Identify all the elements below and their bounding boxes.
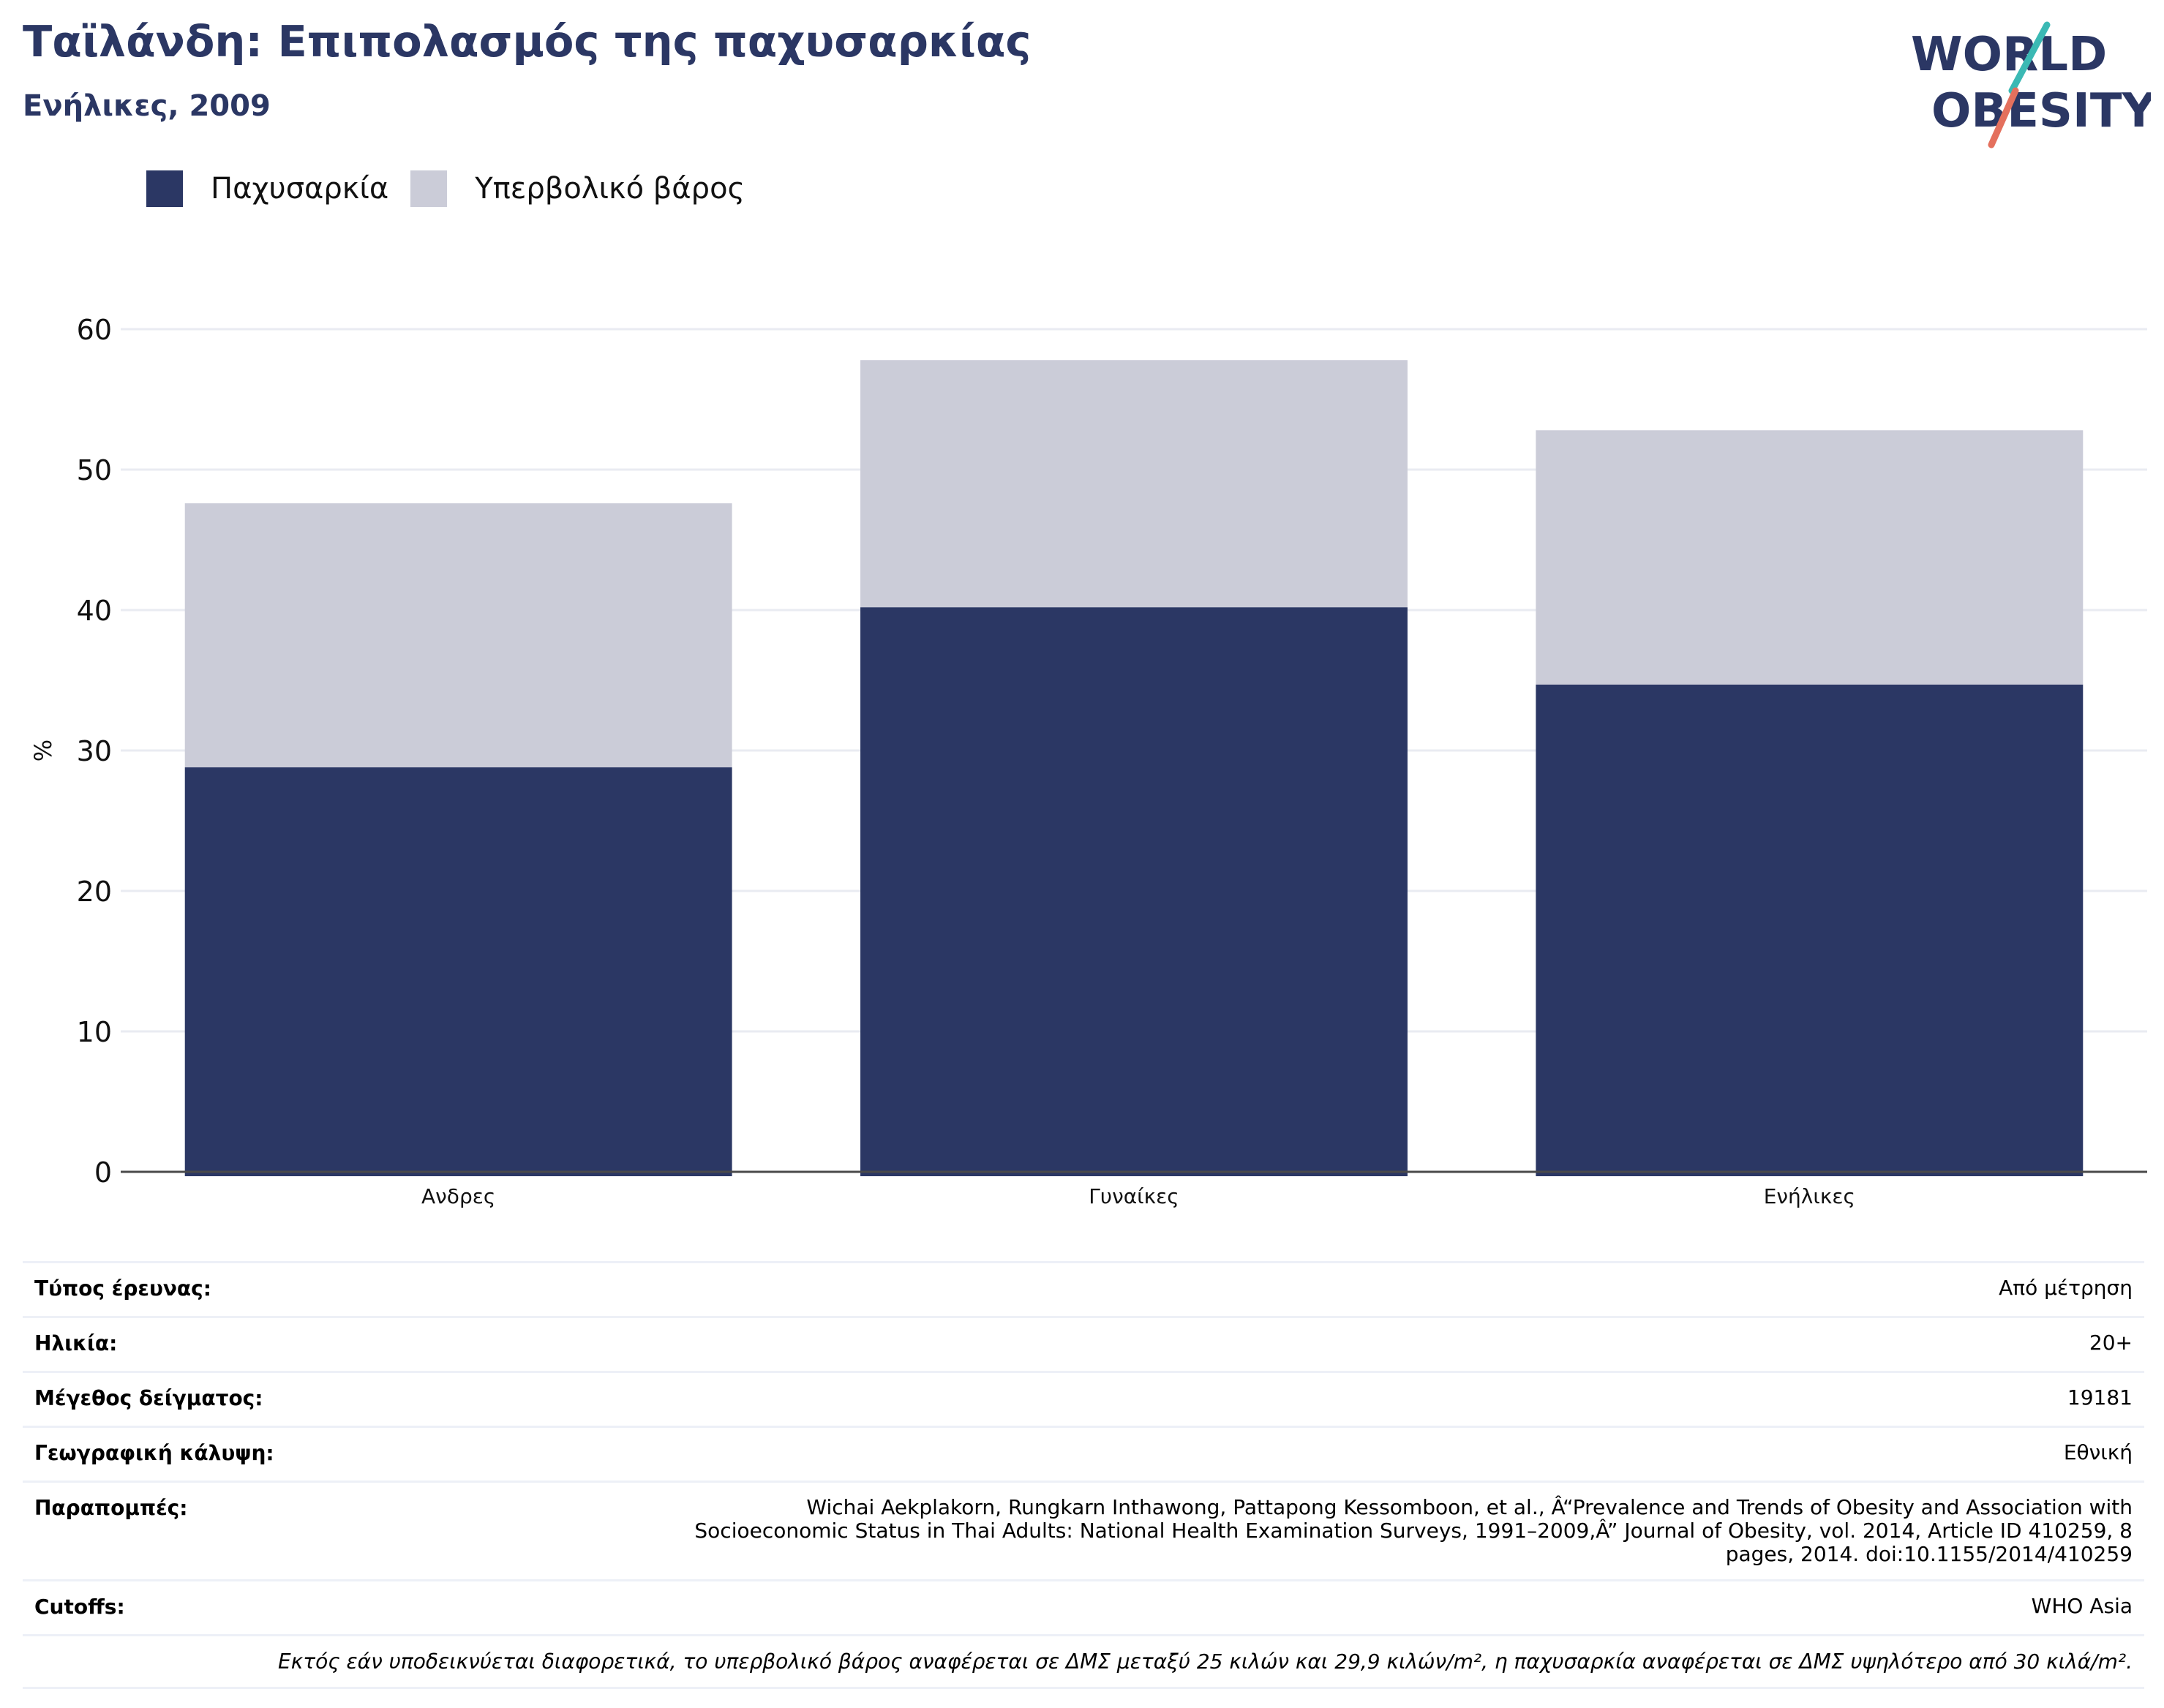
info-label: Ηλικία: [23,1316,347,1373]
footnote: Εκτός εάν υποδεικνύεται διαφορετικά, το … [23,1634,2144,1689]
reference-line: Wichai Aekplakorn, Rungkarn Inthawong, P… [806,1495,2133,1519]
legend-swatch-obesity [146,170,183,207]
info-row: Παραπομπές: Wichai Aekplakorn, Rungkarn I… [23,1481,2144,1581]
bar-overweight-2 [860,360,1408,608]
y-tick-label-10: 10 [77,1016,112,1048]
legend-item-obesity: Παχυσαρκία [146,170,388,207]
info-label: Cutoffs: [23,1579,347,1636]
legend-label-obesity: Παχυσαρκία [211,172,389,206]
x-tick-label-2: Γυναίκες [1089,1184,1179,1208]
legend-swatch-overweight [410,170,448,207]
legend-item-overweight: Υπερβολικό βάρος [410,170,745,207]
info-label: Γεωγραφική κάλυψη: [23,1426,347,1483]
logo-slash-bottom [1988,87,2019,148]
bar-obesity-1 [184,767,732,1176]
chart-legend: Παχυσαρκία Υπερβολικό βάρος [146,168,767,209]
bar-obesity-3 [1536,684,2084,1176]
bar-overweight-3 [1536,430,2084,685]
chart-title: Ταϊλάνδη: Επιπολασμός της παχυσαρκίας [23,16,1032,67]
world-obesity-logo: WORLD OBESITY [1911,21,2151,148]
x-tick-label-1: Ανδρες [421,1184,495,1208]
info-row: Γεωγραφική κάλυψη: Εθνική [23,1426,2144,1483]
info-value: 20+ [346,1316,2144,1373]
y-tick-label-60: 60 [77,314,112,346]
info-value: 19181 [346,1371,2144,1428]
legend-label-overweight: Υπερβολικό βάρος [475,172,745,206]
info-value: WHO Asia [346,1579,2144,1636]
y-tick-label-40: 40 [77,595,112,627]
logo-word-obesity: OBESITY [1931,84,2151,138]
y-axis-label: % [29,740,57,761]
y-tick-label-30: 30 [77,735,112,767]
logo-slash-top [2008,21,2051,94]
info-table: Τύπος έρευνας: Από μέτρηση Ηλικία: 20+ Μέγεθ… [23,1261,2144,1689]
info-label: Τύπος έρευνας: [23,1261,347,1318]
y-tick-label-0: 0 [94,1156,112,1189]
chart-subtitle: Ενήλικες, 2009 [23,89,271,123]
y-tick-label-20: 20 [77,876,112,908]
info-row: Ηλικία: 20+ [23,1316,2144,1373]
stacked-bar-chart: 0 10 20 30 40 50 60% Ανδρες Γυναίκες Ενήλικες [29,314,2147,1208]
info-value: Wichai Aekplakorn, Rungkarn Inthawong, P… [346,1481,2144,1581]
reference-line: pages, 2014. doi:10.1155/2014/410259 [1725,1542,2133,1566]
info-label: Μέγεθος δείγματος: [23,1371,347,1428]
info-value: Από μέτρηση [346,1261,2144,1318]
footnote-row: Εκτός εάν υποδεικνύεται διαφορετικά, το … [23,1634,2144,1689]
bar-overweight-1 [184,503,732,768]
reference-line: Socioeconomic Status in Thai Adults: Nat… [694,1519,2133,1543]
info-row: Cutoffs: WHO Asia [23,1579,2144,1636]
info-label: Παραπομπές: [23,1481,347,1581]
info-row: Τύπος έρευνας: Από μέτρηση [23,1261,2144,1318]
bar-obesity-2 [860,607,1408,1176]
info-value: Εθνική [346,1426,2144,1483]
info-row: Μέγεθος δείγματος: 19181 [23,1371,2144,1428]
y-tick-label-50: 50 [77,454,112,486]
logo-word-world: WORLD [1911,28,2107,82]
x-tick-label-3: Ενήλικες [1764,1184,1855,1208]
